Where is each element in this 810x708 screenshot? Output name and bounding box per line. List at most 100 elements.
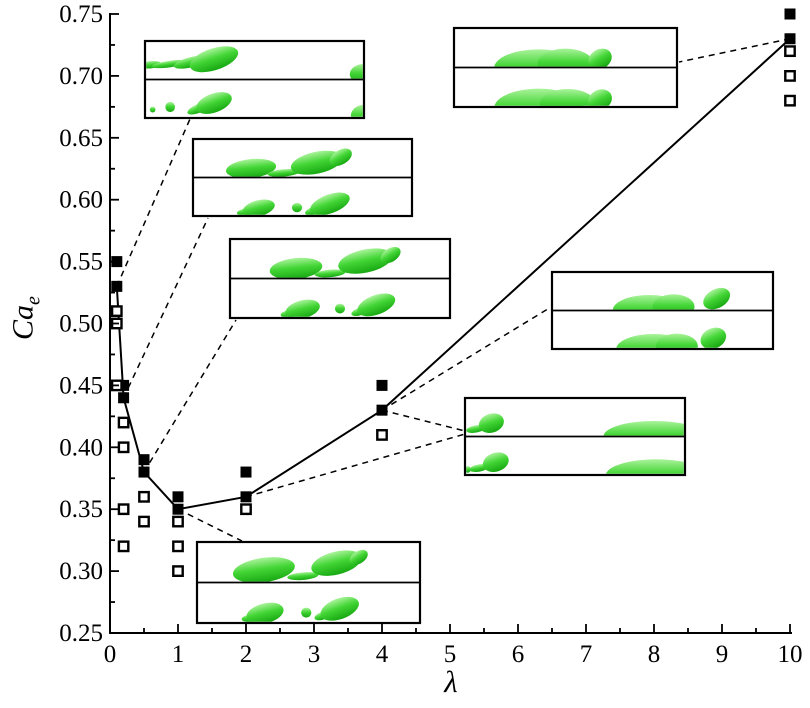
y-tick-label: 0.50 xyxy=(59,311,103,338)
marker-filled-square xyxy=(138,454,150,466)
droplet-blob xyxy=(285,299,320,317)
droplet-blob xyxy=(466,466,471,473)
marker-open-square xyxy=(117,540,130,553)
marker-filled-square xyxy=(138,466,150,478)
inset-channel xyxy=(494,88,612,106)
droplet-blob xyxy=(338,248,393,274)
droplet-blob xyxy=(165,101,176,113)
connector-dashed-line xyxy=(177,508,243,542)
inset-snapshot-G xyxy=(195,540,422,625)
inset-channel xyxy=(494,48,612,67)
y-axis-title-sub: e xyxy=(22,296,45,305)
y-tick-label: 0.55 xyxy=(59,249,103,276)
marker-open-square xyxy=(172,565,184,578)
droplet-blob xyxy=(320,596,359,621)
ticks xyxy=(109,13,791,634)
y-tick-label: 0.75 xyxy=(59,1,103,28)
marker-filled-square xyxy=(376,379,388,391)
inset-channel xyxy=(146,46,363,79)
x-tick-label: 7 xyxy=(580,641,593,668)
droplet-blob xyxy=(290,150,343,175)
droplet-blob xyxy=(149,106,156,113)
marker-open-square xyxy=(138,490,150,503)
droplet-blob xyxy=(652,294,695,310)
y-tick-label: 0.25 xyxy=(59,620,103,647)
droplet-blob xyxy=(655,333,698,348)
y-tick-label: 0.65 xyxy=(59,125,103,152)
marker-open-square xyxy=(240,503,252,516)
y-tick-label: 0.30 xyxy=(59,558,103,585)
inset-channel xyxy=(225,148,352,177)
connector-dashed-line xyxy=(143,319,237,473)
droplet-blob xyxy=(189,46,239,73)
marker-open-square xyxy=(110,305,123,318)
droplet-blob xyxy=(314,269,346,278)
connector-dashed-line xyxy=(381,409,466,432)
connector-lines xyxy=(116,38,791,542)
marker-open-square xyxy=(784,69,796,82)
inset-channel xyxy=(466,452,684,474)
droplet-blob xyxy=(196,92,232,114)
connector-dashed-line xyxy=(245,433,466,498)
inset-channel xyxy=(280,293,396,317)
y-tick-label: 0.40 xyxy=(59,434,103,461)
marker-filled-square xyxy=(784,33,796,45)
inset-channel xyxy=(236,192,350,215)
inset-border xyxy=(143,39,366,120)
x-tick-label: 3 xyxy=(308,641,321,668)
droplet-blob xyxy=(232,557,295,582)
x-axis-title-label: λ xyxy=(444,664,458,699)
x-tick-label: 2 xyxy=(240,641,253,668)
inset-border xyxy=(195,540,422,625)
x-tick-label: 8 xyxy=(648,641,661,668)
connector-dashed-line xyxy=(381,306,552,411)
droplet-blob xyxy=(225,158,277,177)
inset-channel xyxy=(149,92,363,117)
x-tick-label: 5 xyxy=(444,641,457,668)
marker-filled-square xyxy=(118,392,130,404)
droplet-blob xyxy=(349,549,368,565)
y-tick-label: 0.45 xyxy=(59,372,103,399)
droplet-blob xyxy=(703,287,731,310)
droplet-blob xyxy=(287,572,319,581)
y-axis-title-main: Ca xyxy=(6,304,40,340)
marker-open-square xyxy=(172,540,184,553)
y-tick-label: 0.35 xyxy=(59,496,103,523)
inset-snapshot-C xyxy=(228,237,452,320)
marker-open-square xyxy=(784,45,796,58)
marker-open-square xyxy=(376,429,388,441)
marker-open-square xyxy=(784,94,796,107)
x-tick-label: 10 xyxy=(778,641,803,668)
inset-channel xyxy=(616,327,727,348)
droplet-blob xyxy=(246,602,284,622)
inset-snapshot-A xyxy=(143,39,366,120)
droplet-blob xyxy=(537,48,594,67)
droplet-blob xyxy=(350,104,363,117)
marker-open-square xyxy=(138,515,150,528)
droplet-blob xyxy=(606,459,684,474)
marker-filled-square xyxy=(240,466,252,478)
droplet-blob xyxy=(380,246,401,264)
inset-channel xyxy=(466,413,684,436)
droplet-blob xyxy=(310,192,350,215)
connector-dashed-line xyxy=(116,118,191,287)
y-tick-label: 0.70 xyxy=(59,63,103,90)
inset-channel xyxy=(269,246,401,278)
marker-filled-square xyxy=(376,404,388,416)
x-axis-title: λ xyxy=(110,664,792,700)
marker-open-square xyxy=(117,416,130,429)
y-tick-label: 0.60 xyxy=(59,187,103,214)
marker-open-square xyxy=(117,441,130,454)
droplet-blob xyxy=(301,607,312,618)
marker-open-square xyxy=(117,503,130,516)
marker-filled-square xyxy=(240,491,252,503)
marker-filled-square xyxy=(172,503,184,515)
y-axis-title: Cae xyxy=(7,296,46,340)
connector-dashed-line xyxy=(122,217,209,399)
inset-channel xyxy=(232,549,368,582)
inset-snapshot-F xyxy=(463,396,687,477)
inset-snapshot-E xyxy=(550,270,775,351)
x-tick-label: 0 xyxy=(104,641,117,668)
